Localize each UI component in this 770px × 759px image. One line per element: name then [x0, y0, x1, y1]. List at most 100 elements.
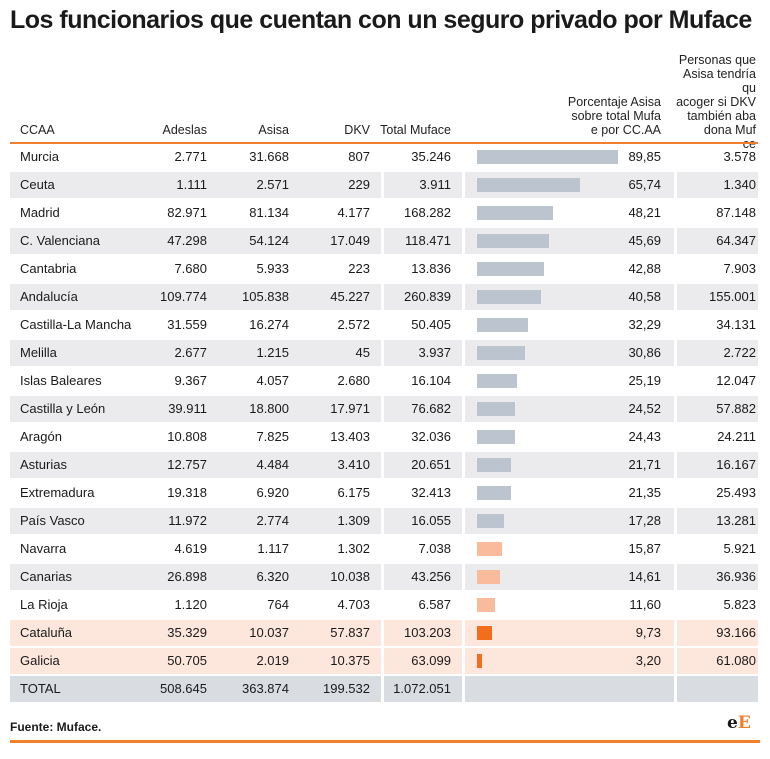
- asisa-cell: 2.774: [256, 513, 289, 528]
- asisa-cell: 6.320: [256, 569, 289, 584]
- adeslas-cell: 1.111: [176, 177, 207, 192]
- table-row: Cantabria 7.680 5.933 223 13.836 42,88 7.903: [10, 256, 758, 282]
- adeslas-cell: 50.705: [167, 653, 207, 668]
- total-adeslas: 508.645: [160, 681, 207, 696]
- column-divider: [381, 172, 384, 198]
- asisa-cell: 31.668: [249, 149, 289, 164]
- table-row: Cataluña 35.329 10.037 57.837 103.203 9,73 93.…: [10, 620, 758, 646]
- adeslas-cell: 2.677: [174, 345, 207, 360]
- asisa-cell: 54.124: [249, 233, 289, 248]
- column-divider: [381, 396, 384, 422]
- header-dkv: DKV: [344, 123, 370, 137]
- personas-cell: 155.001: [709, 289, 756, 304]
- column-divider: [462, 172, 465, 198]
- ccaa-cell: Canarias: [20, 569, 73, 584]
- column-divider: [462, 564, 465, 590]
- adeslas-cell: 2.771: [174, 149, 207, 164]
- dkv-cell: 10.038: [330, 569, 370, 584]
- personas-cell: 5.921: [723, 541, 756, 556]
- column-divider: [462, 508, 465, 534]
- column-divider: [674, 564, 677, 590]
- table-row: Extremadura 19.318 6.920 6.175 32.413 21,35 25…: [10, 480, 758, 506]
- adeslas-cell: 47.298: [167, 233, 207, 248]
- percentage-cell: 3,20: [635, 653, 661, 668]
- column-divider: [674, 508, 677, 534]
- column-divider: [462, 620, 465, 646]
- dkv-cell: 2.680: [337, 373, 370, 388]
- percentage-cell: 9,73: [635, 625, 661, 640]
- personas-cell: 36.936: [716, 569, 756, 584]
- total-muface-cell: 168.282: [404, 205, 451, 220]
- adeslas-cell: 4.619: [174, 541, 207, 556]
- percentage-bar: [477, 514, 505, 528]
- percentage-bar: [477, 430, 516, 444]
- ccaa-cell: C. Valenciana: [20, 233, 100, 248]
- adeslas-cell: 26.898: [167, 569, 207, 584]
- percentage-bar: [477, 598, 496, 612]
- ccaa-cell: Navarra: [20, 541, 67, 556]
- percentage-bar: [477, 346, 526, 360]
- source-note: Fuente: Muface.: [10, 720, 102, 734]
- dkv-cell: 1.302: [337, 541, 370, 556]
- dkv-cell: 4.703: [337, 597, 370, 612]
- personas-cell: 16.167: [716, 457, 756, 472]
- column-divider: [381, 648, 384, 674]
- column-divider: [674, 284, 677, 310]
- table-row: Castilla-La Mancha 31.559 16.274 2.572 50.40…: [10, 312, 758, 338]
- percentage-bar: [477, 318, 528, 332]
- personas-cell: 34.131: [716, 317, 756, 332]
- personas-cell: 87.148: [716, 205, 756, 220]
- asisa-cell: 81.134: [249, 205, 289, 220]
- percentage-cell: 30,86: [628, 345, 661, 360]
- table-row: Andalucía 109.774 105.838 45.227 260.839 40,5…: [10, 284, 758, 310]
- personas-cell: 7.903: [723, 261, 756, 276]
- asisa-cell: 10.037: [249, 625, 289, 640]
- percentage-cell: 48,21: [628, 205, 661, 220]
- table-row: Navarra 4.619 1.117 1.302 7.038 15,87 5.921: [10, 536, 758, 562]
- column-divider: [381, 228, 384, 254]
- table-row: Aragón 10.808 7.825 13.403 32.036 24,43 24.211: [10, 424, 758, 450]
- dkv-cell: 17.971: [330, 401, 370, 416]
- total-label: TOTAL: [20, 681, 61, 696]
- ccaa-cell: Extremadura: [20, 485, 95, 500]
- asisa-cell: 5.933: [256, 261, 289, 276]
- percentage-cell: 65,74: [628, 177, 661, 192]
- dkv-cell: 45: [355, 345, 370, 360]
- percentage-bar: [477, 626, 493, 640]
- personas-cell: 61.080: [716, 653, 756, 668]
- total-muface-cell: 35.246: [411, 149, 451, 164]
- dkv-cell: 229: [348, 177, 370, 192]
- column-divider: [674, 620, 677, 646]
- table-row: Islas Baleares 9.367 4.057 2.680 16.104 25,19…: [10, 368, 758, 394]
- personas-cell: 64.347: [716, 233, 756, 248]
- ccaa-cell: Islas Baleares: [20, 373, 102, 388]
- column-divider: [674, 396, 677, 422]
- ccaa-cell: Murcia: [20, 149, 60, 164]
- asisa-cell: 105.838: [242, 289, 289, 304]
- percentage-bar: [477, 178, 581, 192]
- dkv-cell: 3.410: [337, 457, 370, 472]
- percentage-cell: 15,87: [628, 541, 661, 556]
- percentage-cell: 25,19: [628, 373, 661, 388]
- dkv-cell: 6.175: [337, 485, 370, 500]
- percentage-cell: 42,88: [628, 261, 661, 276]
- column-divider: [381, 564, 384, 590]
- dkv-cell: 17.049: [330, 233, 370, 248]
- column-divider: [462, 228, 465, 254]
- asisa-cell: 1.215: [256, 345, 289, 360]
- percentage-cell: 21,35: [628, 485, 661, 500]
- asisa-cell: 4.057: [256, 373, 289, 388]
- adeslas-cell: 109.774: [160, 289, 207, 304]
- bottom-rule: [10, 740, 760, 743]
- column-divider: [462, 676, 465, 702]
- header-asisa: Asisa: [258, 123, 289, 137]
- percentage-bar: [477, 150, 618, 164]
- personas-cell: 3.578: [723, 149, 756, 164]
- personas-cell: 57.882: [716, 401, 756, 416]
- dkv-cell: 10.375: [330, 653, 370, 668]
- adeslas-cell: 1.120: [174, 597, 207, 612]
- adeslas-cell: 82.971: [167, 205, 207, 220]
- percentage-cell: 11,60: [629, 597, 661, 612]
- adeslas-cell: 7.680: [174, 261, 207, 276]
- percentage-bar: [477, 374, 517, 388]
